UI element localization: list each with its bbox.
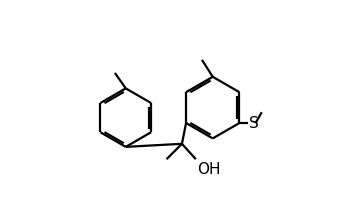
- Text: OH: OH: [197, 161, 221, 177]
- Text: S: S: [249, 116, 258, 130]
